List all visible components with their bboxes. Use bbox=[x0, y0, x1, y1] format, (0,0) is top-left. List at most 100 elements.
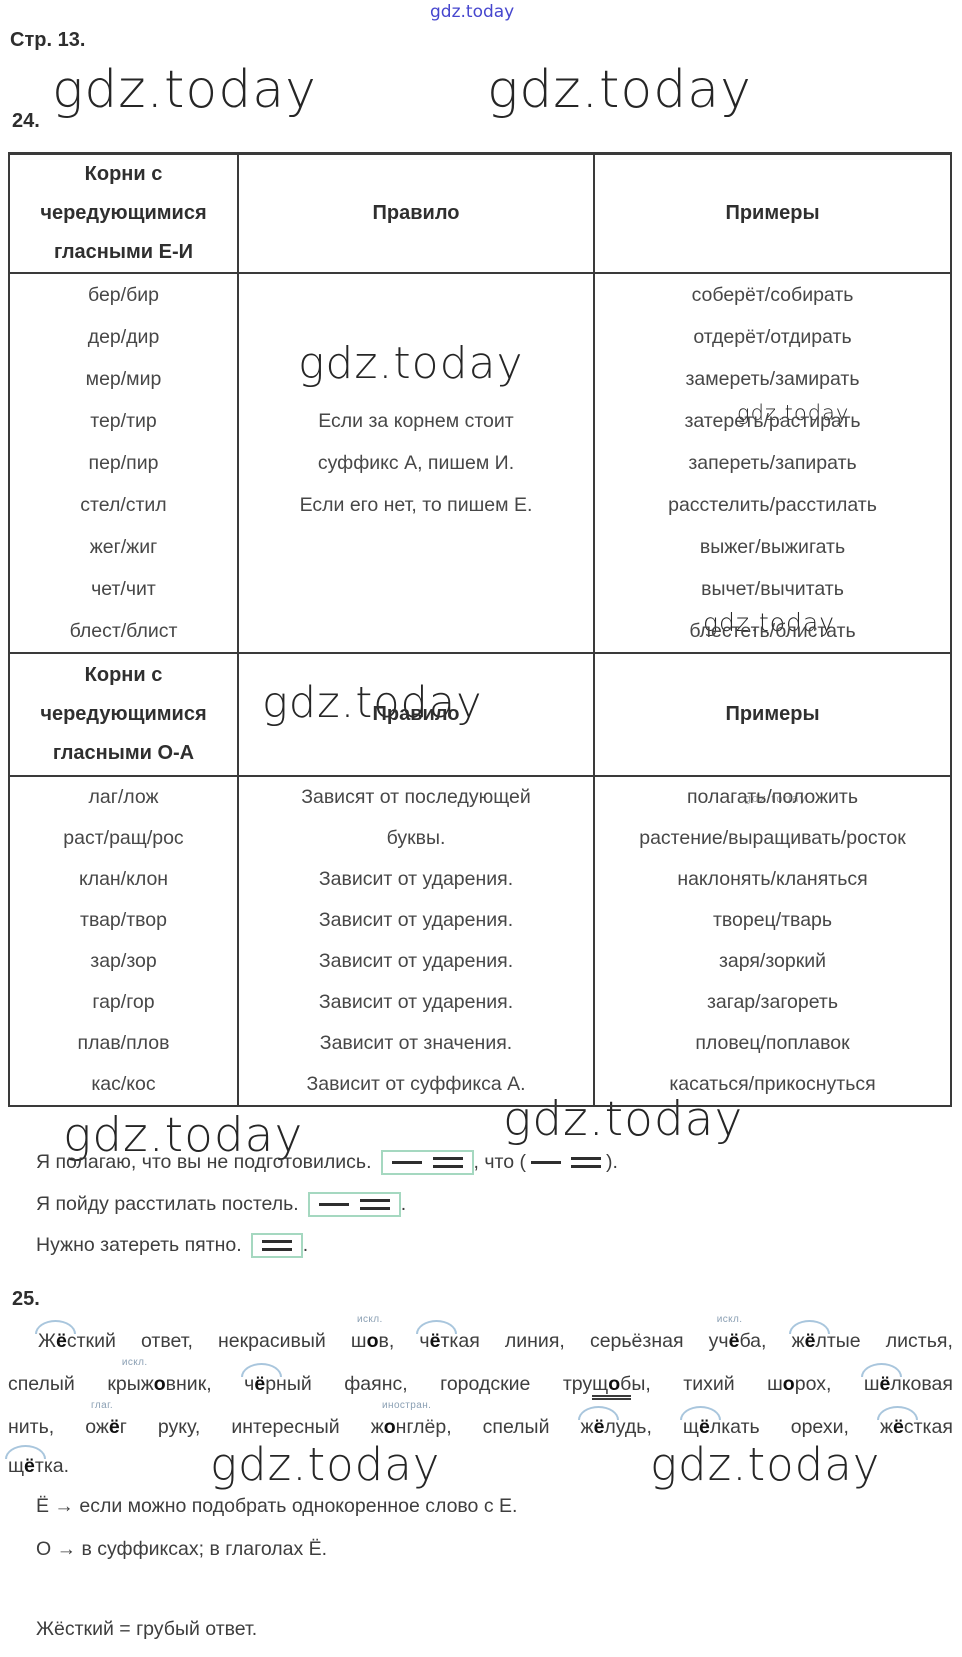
table-row: дер/дир отдерёт/отдирать bbox=[8, 316, 952, 358]
root-arc-icon bbox=[35, 1320, 76, 1334]
tail-text: , что ( bbox=[473, 1151, 526, 1173]
header-examples: Примеры bbox=[593, 152, 952, 274]
example-cell: творец/тварь bbox=[593, 900, 952, 941]
letter-part: ё bbox=[429, 1330, 441, 1352]
letter-part: ё bbox=[24, 1455, 35, 1477]
root-cell: клан/клон bbox=[8, 859, 239, 900]
watermark-header-right: gdz.today bbox=[487, 60, 752, 120]
root-cell: гар/гор bbox=[8, 982, 239, 1023]
letter-part: лтые bbox=[815, 1330, 861, 1352]
letter-part: ответ, bbox=[141, 1330, 193, 1352]
letter-part: ш bbox=[350, 1330, 367, 1352]
word-token: спелый bbox=[8, 1373, 75, 1396]
letter-part: ж bbox=[879, 1416, 893, 1438]
sentence-row: Нужно затереть пятно.. bbox=[36, 1233, 308, 1258]
letter-part: ё bbox=[804, 1330, 816, 1352]
predicate-line-symbol bbox=[261, 1240, 292, 1251]
header-roots-oa: Корни с чередующимися гласными О-А bbox=[8, 652, 239, 777]
root-cell: твар/твор bbox=[8, 900, 239, 941]
rule-cell: Зависит от ударения. bbox=[237, 859, 595, 900]
root-cell: зар/зор bbox=[8, 941, 239, 982]
table-header-row-1: Корни с чередующимися гласными Е-И Прави… bbox=[8, 152, 952, 274]
root-arc-icon bbox=[5, 1445, 46, 1459]
ex25-line-1: Жёсткий ответ, некрасивый искл. шов, чёткая ли… bbox=[8, 1314, 953, 1353]
table-row: кас/кос Зависит от суффикса А. касаться/пр… bbox=[8, 1064, 952, 1106]
letter-part: щ bbox=[682, 1416, 699, 1438]
watermark-ex25-right: gdz.today bbox=[650, 1438, 881, 1491]
table-row: стел/стил расстелить/расстилать bbox=[8, 484, 952, 526]
example-cell: запереть/запирать bbox=[593, 442, 952, 484]
root-arc-icon bbox=[860, 1363, 902, 1377]
example-cell: затереть/растирать bbox=[593, 400, 952, 442]
table-row: блест/блист блестеть/блистать bbox=[8, 610, 952, 653]
header-examples-2: Примеры bbox=[593, 652, 952, 777]
word-token: ответ, bbox=[141, 1330, 193, 1353]
letter-part: ё bbox=[108, 1416, 120, 1438]
root-cell: дер/дир bbox=[8, 316, 239, 358]
letter-part: ш bbox=[767, 1373, 783, 1395]
letter-part: орехи, bbox=[790, 1416, 849, 1438]
example-cell: блестеть/блистать bbox=[593, 610, 952, 653]
letter-part: Ж bbox=[38, 1330, 57, 1352]
root-arc-icon bbox=[241, 1363, 283, 1377]
table-row: бер/бир Если за корнем стоит суффикс А, пи… bbox=[8, 273, 952, 653]
word-token: листья, bbox=[886, 1330, 953, 1353]
example-cell: отдерёт/отдирать bbox=[593, 316, 952, 358]
letter-part: тру bbox=[562, 1373, 593, 1395]
root-arc-icon bbox=[416, 1320, 458, 1334]
example-cell: растение/выращивать/росток bbox=[593, 818, 952, 859]
word-token: шорох, bbox=[767, 1373, 831, 1396]
word-token: шёлковая bbox=[860, 1363, 953, 1396]
conclusion-line: Жёсткий = грубый ответ. bbox=[36, 1618, 258, 1640]
word-token: чёрный bbox=[241, 1363, 312, 1396]
root-arc-icon bbox=[577, 1406, 619, 1420]
root-arc-icon bbox=[788, 1320, 830, 1334]
tail-text: ). bbox=[605, 1151, 618, 1173]
letter-part: о bbox=[153, 1373, 166, 1395]
word-token: чёткая bbox=[416, 1320, 480, 1353]
word-token: орехи, bbox=[791, 1416, 849, 1439]
predicate-line-symbol bbox=[359, 1199, 390, 1210]
letter-part: ы, bbox=[631, 1373, 651, 1395]
letter-part: ё bbox=[56, 1330, 67, 1352]
rule-cell: Зависит от значения. bbox=[237, 1023, 595, 1064]
root-cell: бер/бир bbox=[8, 273, 239, 316]
root-arc-icon bbox=[679, 1406, 721, 1420]
letter-part: тихий bbox=[683, 1373, 735, 1395]
letter-part: лкать bbox=[709, 1416, 760, 1438]
word-token: линия, bbox=[505, 1330, 565, 1353]
rule-cell: Зависит от суффикса А. bbox=[237, 1064, 595, 1106]
ex25-line-2: спелый искл. крыжовник, чёрный фаянс, городск… bbox=[8, 1357, 953, 1400]
letter-part: тка. bbox=[34, 1455, 70, 1477]
root-cell: чет/чит bbox=[8, 568, 239, 610]
word-token: глаг. ожёг bbox=[85, 1400, 127, 1439]
sentence-tail: , что (). bbox=[474, 1151, 618, 1174]
root-cell: раст/ращ/рос bbox=[8, 818, 239, 859]
letter-part: рох, bbox=[794, 1373, 832, 1395]
exercise-24-number: 24. bbox=[12, 110, 40, 132]
annotation-label: иностран. bbox=[382, 1400, 432, 1411]
word-token: городские bbox=[440, 1373, 530, 1396]
table-row: мер/мир замереть/замирать bbox=[8, 358, 952, 400]
word-token: интересный bbox=[231, 1416, 339, 1439]
sentence-schema-box bbox=[380, 1150, 474, 1175]
letter-part: щ bbox=[8, 1455, 25, 1477]
rule-cell: Если за корнем стоит суффикс А, пишем И. Е… bbox=[237, 273, 595, 653]
table-row: клан/клон Зависит от ударения. наклонять/к… bbox=[8, 859, 952, 900]
watermark-ex25-left: gdz.today bbox=[210, 1438, 441, 1491]
sentence-text: Нужно затереть пятно. bbox=[36, 1234, 242, 1256]
subject-line-symbol bbox=[318, 1203, 349, 1206]
root-cell: тер/тир bbox=[8, 400, 239, 442]
word-token: иностран. жонглёр, bbox=[371, 1400, 452, 1439]
table-row: жег/жиг выжег/выжигать bbox=[8, 526, 952, 568]
rule-cell: буквы. bbox=[237, 818, 595, 859]
root-cell: лаг/лож bbox=[8, 776, 239, 818]
word-token: Жёсткий bbox=[35, 1320, 116, 1353]
table-header-row-2: Корни с чередующимися гласными О-А Прави… bbox=[8, 652, 952, 777]
letter-part: уч bbox=[708, 1330, 729, 1352]
alternating-roots-table: Корни с чередующимися гласными Е-И Прави… bbox=[8, 152, 952, 1107]
letter-part: б bbox=[620, 1373, 632, 1400]
letter-part: руку, bbox=[157, 1416, 201, 1438]
example-cell: загар/загореть bbox=[593, 982, 952, 1023]
sentence-text: Я полагаю, что вы не подготовились. bbox=[36, 1151, 372, 1173]
